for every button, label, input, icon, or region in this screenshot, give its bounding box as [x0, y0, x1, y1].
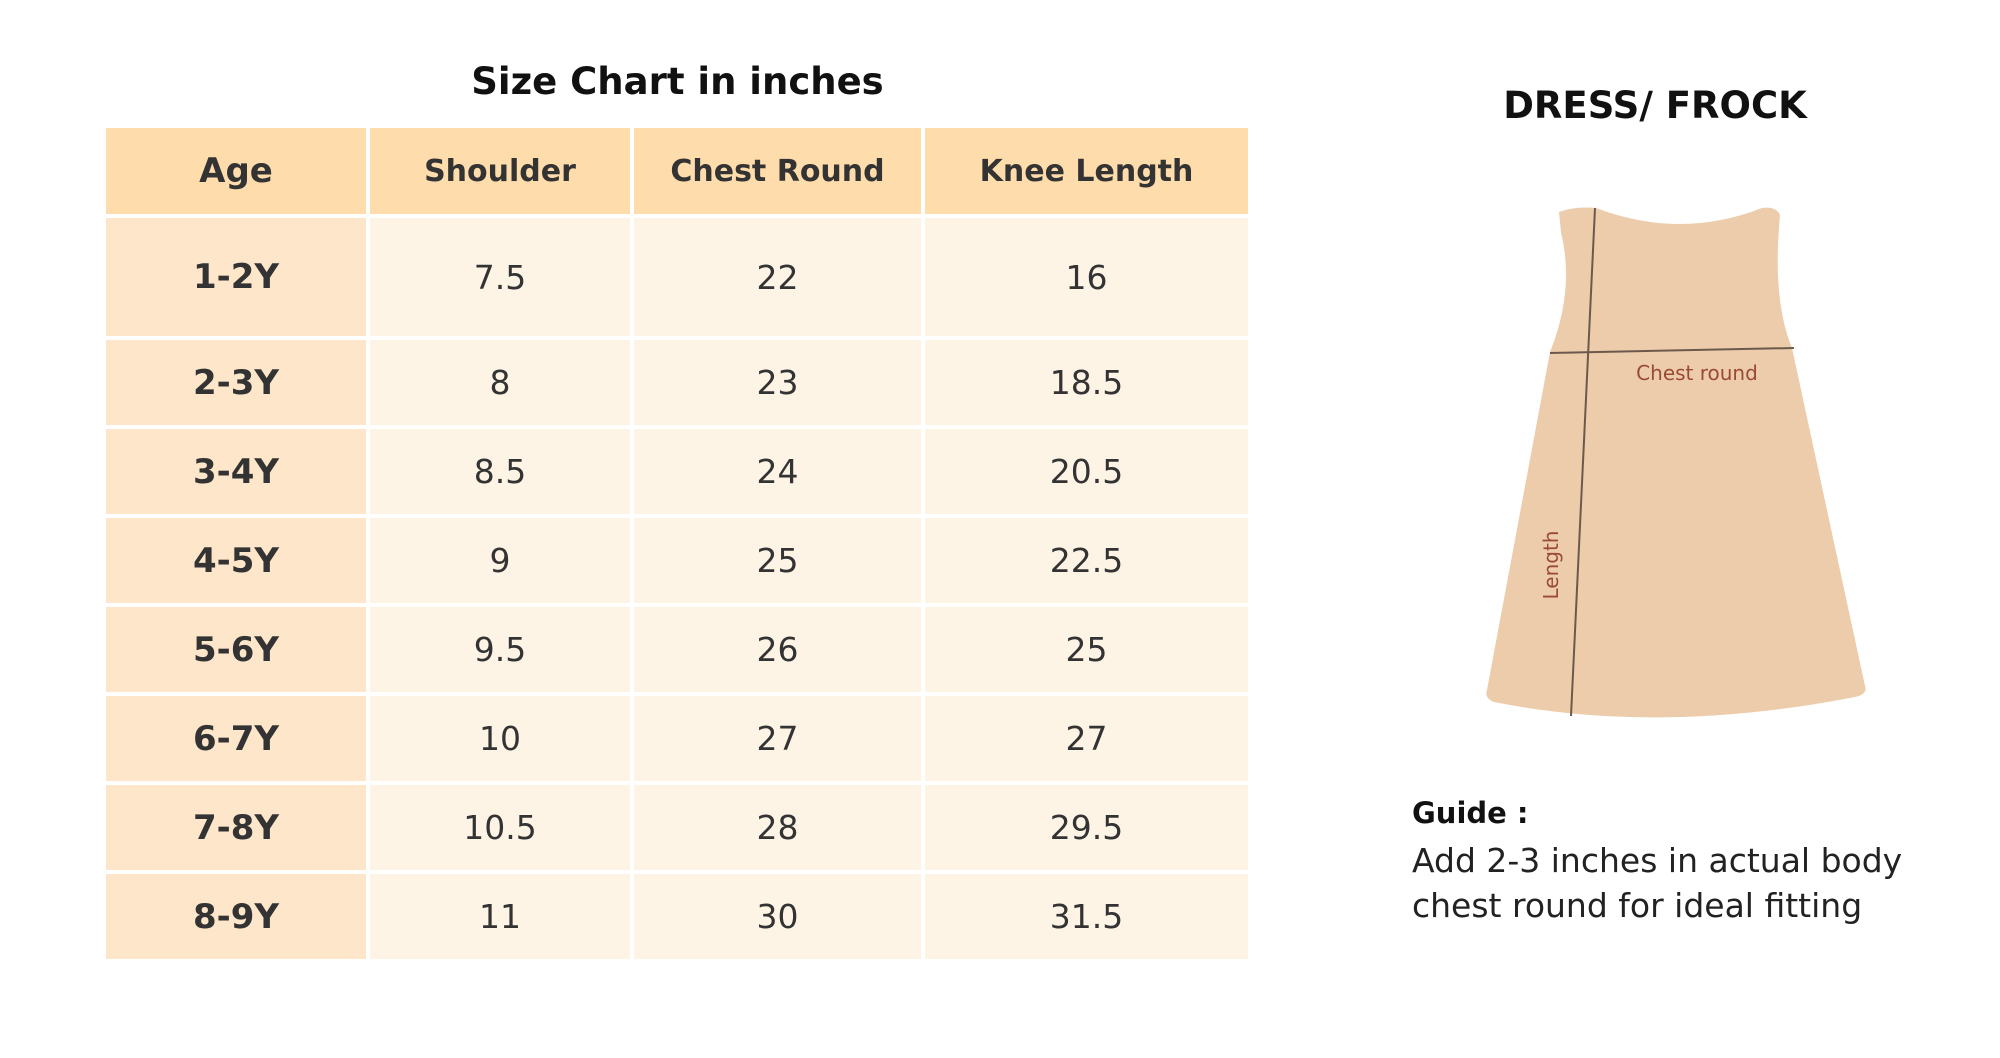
- header-cell: Shoulder: [370, 128, 630, 214]
- header-cell: Knee Length: [925, 128, 1248, 214]
- value-cell: 22: [634, 218, 921, 336]
- value-cell: 8: [370, 340, 630, 425]
- value-cell: 18.5: [925, 340, 1248, 425]
- length-label: Length: [1539, 531, 1563, 600]
- value-cell: 29.5: [925, 785, 1248, 870]
- guide-label: Guide :: [1412, 796, 1529, 830]
- age-cell: 6-7Y: [106, 696, 366, 781]
- table-row: 5-6Y 9.5 26 25: [106, 607, 1248, 692]
- value-cell: 10: [370, 696, 630, 781]
- table-row: 3-4Y 8.5 24 20.5: [106, 429, 1248, 514]
- value-cell: 11: [370, 874, 630, 959]
- chest-line: [1549, 347, 1795, 354]
- table-row: 6-7Y 10 27 27: [106, 696, 1248, 781]
- table-row: 4-5Y 9 25 22.5: [106, 518, 1248, 603]
- table-row: 2-3Y 8 23 18.5: [106, 340, 1248, 425]
- age-cell: 4-5Y: [106, 518, 366, 603]
- age-cell: 7-8Y: [106, 785, 366, 870]
- value-cell: 27: [634, 696, 921, 781]
- table-row: 7-8Y 10.5 28 29.5: [106, 785, 1248, 870]
- age-cell: 1-2Y: [106, 218, 366, 336]
- header-cell: Chest Round: [634, 128, 921, 214]
- value-cell: 25: [925, 607, 1248, 692]
- value-cell: 24: [634, 429, 921, 514]
- value-cell: 25: [634, 518, 921, 603]
- value-cell: 7.5: [370, 218, 630, 336]
- value-cell: 8.5: [370, 429, 630, 514]
- value-cell: 22.5: [925, 518, 1248, 603]
- value-cell: 23: [634, 340, 921, 425]
- table-row: 1-2Y 7.5 22 16: [106, 218, 1248, 336]
- chest-label: Chest round: [1636, 361, 1758, 385]
- value-cell: 20.5: [925, 429, 1248, 514]
- value-cell: 9.5: [370, 607, 630, 692]
- length-line: [1570, 207, 1596, 717]
- value-cell: 30: [634, 874, 921, 959]
- age-cell: 2-3Y: [106, 340, 366, 425]
- value-cell: 27: [925, 696, 1248, 781]
- value-cell: 10.5: [370, 785, 630, 870]
- value-cell: 16: [925, 218, 1248, 336]
- header-cell: Age: [106, 128, 366, 214]
- table-title: Size Chart in inches: [471, 60, 884, 103]
- guide-text: Add 2-3 inches in actual body chest roun…: [1412, 841, 1903, 925]
- dress-shape: [1486, 207, 1866, 718]
- value-cell: 28: [634, 785, 921, 870]
- table-row: 8-9Y 11 30 31.5: [106, 874, 1248, 959]
- age-cell: 5-6Y: [106, 607, 366, 692]
- value-cell: 9: [370, 518, 630, 603]
- age-cell: 3-4Y: [106, 429, 366, 514]
- header-row: Age Shoulder Chest Round Knee Length: [106, 128, 1248, 214]
- table-body: Age Shoulder Chest Round Knee Length 1-2Y 7.5…: [106, 128, 1248, 959]
- size-table: Age Shoulder Chest Round Knee Length 1-2Y 7.5…: [102, 124, 1252, 963]
- value-cell: 31.5: [925, 874, 1248, 959]
- age-cell: 8-9Y: [106, 874, 366, 959]
- value-cell: 26: [634, 607, 921, 692]
- diagram-title: DRESS/ FROCK: [1503, 84, 1807, 127]
